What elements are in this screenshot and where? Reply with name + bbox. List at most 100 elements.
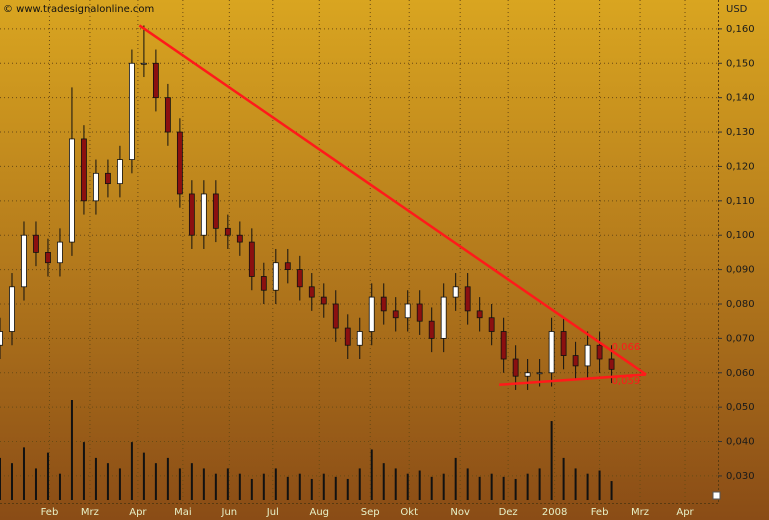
volume-bar [490, 473, 493, 500]
volume-bar [118, 468, 121, 500]
x-tick-label: Mrz [81, 507, 99, 518]
candle-body [488, 317, 495, 332]
candle-body [344, 327, 351, 346]
candle-body [308, 286, 315, 298]
volume-bar [454, 457, 457, 500]
candle-body [380, 296, 387, 312]
candle-body [69, 138, 75, 243]
candle-body [440, 296, 447, 339]
candle-body [296, 269, 303, 288]
candle-body [33, 234, 39, 253]
volume-bar [46, 452, 49, 500]
volume-bar [586, 473, 589, 500]
candle-body [500, 331, 507, 360]
volume-bar [442, 473, 445, 500]
x-tick-label: 2008 [542, 507, 567, 518]
candle-body [428, 320, 435, 339]
volume-bar [514, 478, 517, 500]
volume-bar [382, 463, 385, 500]
candle-body [188, 193, 195, 236]
trendline [138, 24, 647, 376]
level-label: 0,066 [612, 342, 641, 353]
volume-bar [598, 470, 601, 500]
candle-body [524, 372, 531, 377]
candle-body [356, 331, 363, 346]
x-tick-label: Jun [221, 507, 238, 518]
level-label: 0,059 [612, 376, 641, 387]
volume-bar [70, 400, 73, 500]
candle-body [392, 310, 399, 319]
candle-body [81, 138, 87, 202]
candle-body [164, 97, 171, 133]
volume-bar [10, 463, 13, 500]
volume-bar [358, 468, 361, 500]
candle-body [404, 303, 411, 319]
candle-body [93, 172, 99, 202]
x-tick-label: Mai [174, 507, 192, 518]
candle-body [416, 303, 423, 322]
y-tick-label: 0,160 [726, 24, 755, 35]
candle-body [332, 303, 339, 329]
x-tick-label: Okt [400, 507, 418, 518]
source: © www.tradesignalonline.com [3, 4, 154, 15]
candle-body [596, 344, 603, 360]
x-tick-label: Jul [266, 507, 279, 518]
candle-body [452, 286, 459, 298]
volume-bar [190, 463, 193, 500]
volume-bar [106, 463, 109, 500]
currency: USD [726, 4, 748, 15]
volume-bar [538, 468, 541, 500]
volume-bar [286, 476, 289, 500]
candle-body [368, 296, 375, 332]
volume-bar [130, 442, 133, 500]
volume-bar [418, 470, 421, 500]
candle-body [105, 172, 111, 185]
volume-bar [298, 473, 301, 500]
y-tick-label: 0,110 [726, 196, 755, 207]
y-tick-label: 0,080 [726, 299, 755, 310]
volume-bar [166, 457, 169, 500]
volume-bar [22, 447, 25, 500]
volume-bar [346, 478, 349, 500]
volume-bar [142, 452, 145, 500]
volume-bar [574, 468, 577, 500]
x-tick-label: Apr [676, 507, 694, 518]
trendline [499, 373, 647, 387]
x-tick-label: Apr [129, 507, 147, 518]
x-tick-label: Dez [499, 507, 518, 518]
candle-body [129, 62, 135, 160]
corner-icon[interactable] [712, 491, 721, 500]
candle-body [248, 241, 255, 277]
volume-bar [262, 473, 265, 500]
y-tick-label: 0,070 [726, 333, 755, 344]
volume-bar [214, 473, 217, 500]
candle-body [260, 276, 267, 291]
x-tick-label: Aug [310, 507, 330, 518]
y-tick-label: 0,090 [726, 265, 755, 276]
volume-bar [610, 481, 613, 500]
volume-bar [370, 449, 373, 500]
x-tick-label: Sep [361, 507, 380, 518]
y-tick-label: 0,060 [726, 368, 755, 379]
candle-body [548, 331, 555, 374]
candle-body [464, 286, 471, 312]
candle-body [57, 241, 63, 264]
volume-bar [550, 421, 553, 500]
x-tick-label: Mrz [631, 507, 649, 518]
volume-bar [58, 473, 61, 500]
candle-body [560, 331, 567, 356]
volume-bar [334, 476, 337, 500]
candle-body [272, 262, 279, 291]
volume-bar [502, 476, 505, 500]
volume-bar [562, 457, 565, 500]
candle-body [284, 262, 291, 271]
candle-body [212, 193, 219, 229]
candle-body [140, 62, 147, 65]
volume-bar [322, 473, 325, 500]
y-tick-label: 0,140 [726, 93, 755, 104]
y-tick-label: 0,100 [726, 230, 755, 241]
volume-bar [202, 468, 205, 500]
volume-bar [238, 473, 241, 500]
volume-bar [430, 476, 433, 500]
